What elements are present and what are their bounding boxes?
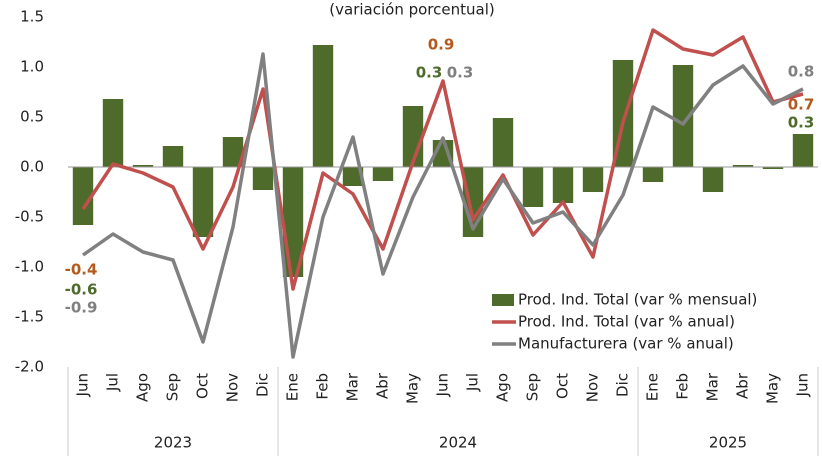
x-tick-label: Dic xyxy=(254,373,272,397)
bar xyxy=(132,165,154,167)
y-tick-label: 1.0 xyxy=(20,58,44,76)
data-label: 0.8 xyxy=(788,63,815,81)
x-tick-label: Nov xyxy=(584,373,602,402)
y-tick-label: -1.5 xyxy=(15,308,44,326)
x-tick-label: Ene xyxy=(284,373,302,401)
x-tick-label: Jun xyxy=(794,373,812,397)
legend-label: Prod. Ind. Total (var % anual) xyxy=(518,313,735,331)
bar xyxy=(372,167,394,181)
data-label: 0.9 xyxy=(428,36,455,54)
bar xyxy=(192,167,214,237)
bar xyxy=(792,134,814,167)
data-label: 0.3 xyxy=(416,64,443,82)
x-tick-label: Abr xyxy=(734,372,752,399)
chart-title: (variación porcentual) xyxy=(329,1,494,19)
y-tick-label: -2.0 xyxy=(15,358,44,376)
bar xyxy=(342,167,364,186)
x-tick-label: Ago xyxy=(494,373,512,402)
x-tick-label: Jul xyxy=(464,373,482,392)
bar xyxy=(252,167,274,190)
data-label: 0.3 xyxy=(447,64,474,82)
x-tick-label: Jul xyxy=(104,373,122,392)
bar xyxy=(552,167,574,203)
line-series xyxy=(81,28,804,291)
line-series xyxy=(81,52,804,359)
x-tick-label: May xyxy=(404,373,422,404)
x-tick-label: Feb xyxy=(314,373,332,400)
data-label: -0.9 xyxy=(65,299,98,317)
group-label: 2025 xyxy=(709,434,747,452)
bar xyxy=(642,167,664,182)
group-label: 2023 xyxy=(154,434,192,452)
x-tick-label: Sep xyxy=(524,373,542,401)
legend-swatch xyxy=(492,294,514,306)
bar xyxy=(582,167,604,192)
y-tick-label: 0.5 xyxy=(20,108,44,126)
y-tick-label: 0.0 xyxy=(20,158,44,176)
legend-label: Manufacturera (var % anual) xyxy=(518,335,734,353)
bar xyxy=(102,99,124,167)
x-tick-label: Mar xyxy=(344,372,362,401)
y-tick-label: -0.5 xyxy=(15,208,44,226)
bar xyxy=(72,167,94,225)
bar xyxy=(702,167,724,192)
bar xyxy=(312,45,334,167)
data-label: -0.4 xyxy=(65,261,98,279)
x-tick-label: Jun xyxy=(74,373,92,397)
bar xyxy=(522,167,544,207)
x-tick-label: Oct xyxy=(554,373,572,399)
group-label: 2024 xyxy=(439,434,477,452)
data-label: 0.3 xyxy=(788,114,815,132)
x-tick-label: Abr xyxy=(374,372,392,399)
bar xyxy=(492,118,514,167)
data-label: 0.7 xyxy=(788,96,815,114)
x-tick-label: Ene xyxy=(644,373,662,401)
y-tick-label: -1.0 xyxy=(15,258,44,276)
bar xyxy=(672,65,694,167)
x-tick-label: Nov xyxy=(224,373,242,402)
bar xyxy=(762,167,784,169)
x-tick-label: Oct xyxy=(194,373,212,399)
x-tick-label: Jun xyxy=(434,373,452,397)
legend-label: Prod. Ind. Total (var % mensual) xyxy=(518,291,757,309)
y-tick-label: 1.5 xyxy=(20,8,44,26)
x-tick-label: Sep xyxy=(164,373,182,401)
x-tick-label: Ago xyxy=(134,373,152,402)
x-tick-label: Dic xyxy=(614,373,632,397)
data-label: -0.6 xyxy=(65,281,98,299)
x-tick-label: Feb xyxy=(674,373,692,400)
bar xyxy=(222,137,244,167)
bar xyxy=(162,146,184,167)
x-tick-label: Mar xyxy=(704,372,722,401)
x-tick-label: May xyxy=(764,373,782,404)
bar xyxy=(732,165,754,167)
